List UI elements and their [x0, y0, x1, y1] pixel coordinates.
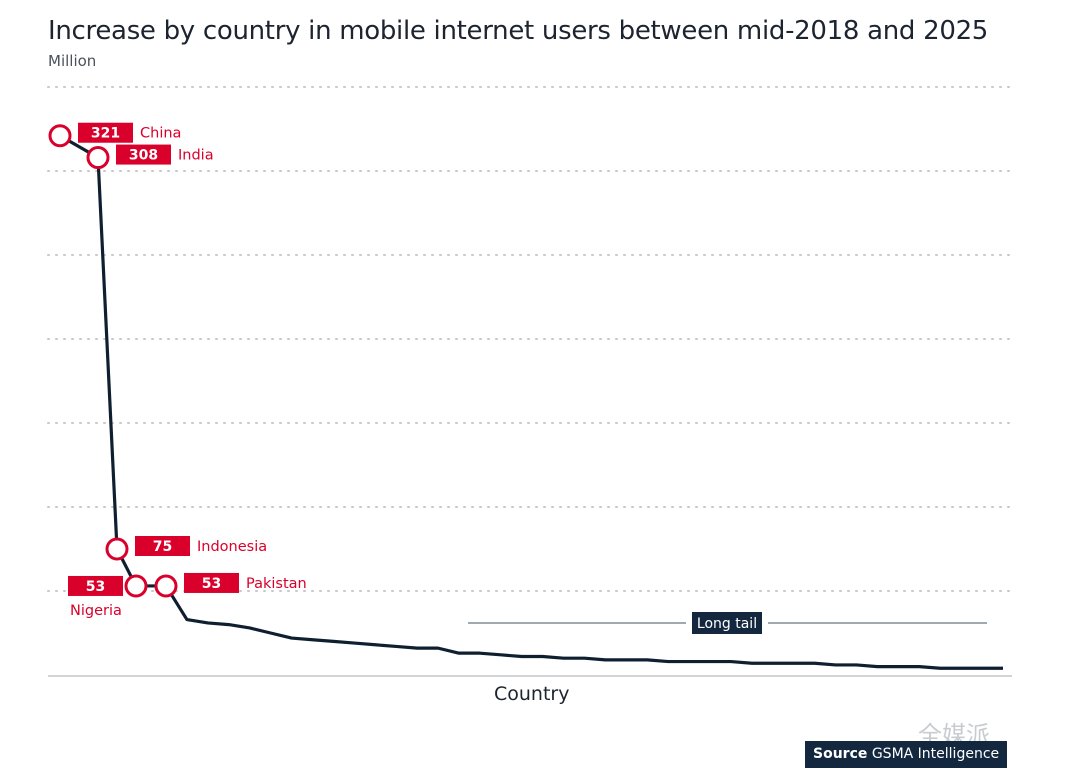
- country-label: Pakistan: [246, 576, 307, 592]
- value-label: 53: [202, 576, 221, 592]
- value-label: 321: [91, 126, 120, 142]
- value-label: 53: [86, 579, 105, 595]
- data-point-india: [86, 146, 110, 170]
- data-point-indonesia: [105, 537, 129, 561]
- x-axis-label: Country: [494, 683, 570, 705]
- value-label: 75: [153, 539, 172, 555]
- value-label-bg: [68, 575, 123, 596]
- value-label-bg: [135, 536, 190, 556]
- value-label: 308: [129, 148, 158, 164]
- data-point-pakistan: [154, 574, 178, 598]
- country-label: Nigeria: [70, 603, 122, 619]
- country-label: Indonesia: [197, 539, 267, 555]
- data-point-china: [48, 124, 72, 148]
- chart-title: Increase by country in mobile internet u…: [48, 16, 989, 46]
- value-label-bg: [78, 122, 133, 143]
- data-point-nigeria: [124, 574, 148, 598]
- value-label-bg: [184, 572, 239, 593]
- chart-subtitle: Million: [48, 52, 97, 70]
- value-label-bg: [116, 144, 171, 165]
- source-text: GSMA Intelligence: [871, 746, 1000, 762]
- country-label: India: [178, 148, 214, 164]
- long-tail-label-bg: [692, 612, 762, 634]
- long-tail-label: Long tail: [697, 616, 757, 632]
- source-badge: Source GSMA Intelligence: [805, 741, 1008, 768]
- data-line: [59, 134, 1003, 670]
- source-label: Source: [813, 746, 868, 762]
- country-label: China: [140, 126, 181, 142]
